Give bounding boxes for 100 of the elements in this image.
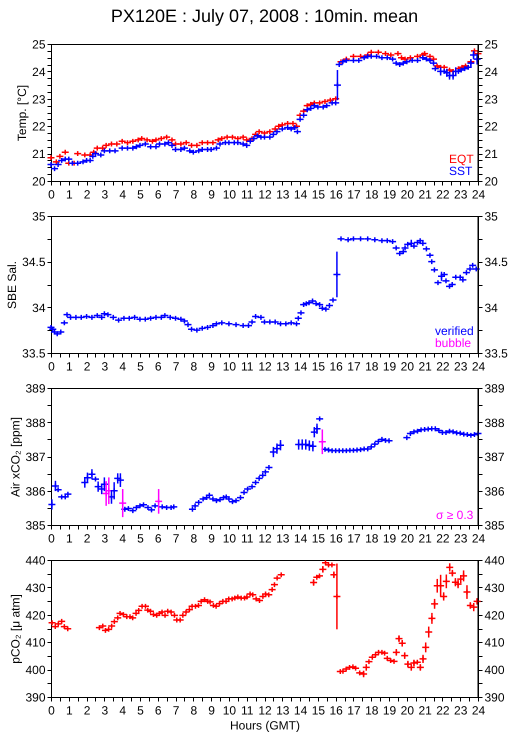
x-tick-label: 1 <box>66 360 73 374</box>
x-tick-label: 23 <box>454 360 468 374</box>
x-tick-label: 9 <box>208 532 216 546</box>
x-tick-label: 7 <box>172 360 180 374</box>
y-tick-label: 21 <box>32 147 46 162</box>
x-tick-label: 5 <box>137 704 144 718</box>
x-tick-label: 10 <box>222 188 236 202</box>
x-tick-label: 15 <box>312 360 326 374</box>
x-tick-label: 6 <box>154 360 162 374</box>
x-tick-label: 13 <box>276 532 290 546</box>
y-tick-label: 387 <box>25 450 46 464</box>
x-tick-label: 19 <box>382 704 397 718</box>
y2-tick-label: 388 <box>484 416 505 430</box>
x-axis-title: Hours (GMT) <box>230 718 300 732</box>
x-tick-label: 17 <box>347 360 361 374</box>
y-axis-title: SBE Sal. <box>5 260 20 310</box>
x-tick-label: 1 <box>66 188 73 202</box>
x-tick-label: 16 <box>329 532 344 546</box>
y2-tick-label: 420 <box>484 608 505 622</box>
y2-tick-label: 430 <box>484 580 505 595</box>
point <box>118 500 127 506</box>
x-tick-label: 22 <box>436 360 450 374</box>
x-tick-label: 2 <box>84 188 91 202</box>
x-tick-label: 9 <box>208 704 216 718</box>
y2-tick-label: 25 <box>484 38 498 52</box>
x-tick-label: 13 <box>276 704 290 718</box>
x-tick-label: 24 <box>472 532 486 546</box>
x-tick-label: 16 <box>329 188 344 202</box>
x-tick-label: 13 <box>276 360 290 374</box>
x-tick-label: 11 <box>240 532 254 546</box>
x-tick-label: 14 <box>294 704 308 718</box>
text: SST <box>449 164 474 178</box>
x-tick-label: 6 <box>154 188 162 202</box>
x-tick-label: 1 <box>66 704 73 718</box>
x-tick-label: 3 <box>102 360 109 374</box>
y-tick-label: 385 <box>25 518 46 532</box>
y-axis-title: Air xCO₂ [ppm] <box>8 416 22 498</box>
y2-tick-label: 390 <box>484 690 505 704</box>
x-tick-label: 2 <box>84 704 91 718</box>
x-tick-label: 21 <box>418 188 432 202</box>
y-tick-label: 386 <box>25 484 46 498</box>
y2-tick-label: 24 <box>484 64 498 79</box>
x-tick-label: 18 <box>365 188 379 202</box>
x-tick-label: 2 <box>84 532 91 546</box>
x-tick-label: 13 <box>276 188 290 202</box>
y2-tick-label: 385 <box>484 518 505 532</box>
x-tick-label: 15 <box>312 704 326 718</box>
x-tick-label: 6 <box>154 532 162 546</box>
y2-tick-label: 440 <box>484 554 505 568</box>
x-tick-label: 10 <box>222 360 236 374</box>
x-tick-label: 8 <box>190 532 198 546</box>
x-tick-label: 16 <box>329 360 344 374</box>
point <box>104 488 114 494</box>
point <box>318 438 327 445</box>
y2-tick-label: 34.5 <box>484 255 508 270</box>
x-tick-label: 11 <box>240 704 254 718</box>
y2-tick-label: 33.5 <box>484 346 508 360</box>
x-tick-label: 24 <box>472 704 486 718</box>
x-tick-label: 22 <box>436 188 450 202</box>
x-tick-label: 7 <box>172 188 180 202</box>
x-tick-label: 4 <box>119 704 126 718</box>
y-tick-label: 389 <box>25 382 46 396</box>
x-tick-label: 0 <box>48 704 56 718</box>
y-tick-label: 430 <box>25 580 46 595</box>
point <box>102 490 110 497</box>
y2-tick-label: 389 <box>484 382 505 396</box>
x-tick-label: 20 <box>400 532 414 546</box>
chart-title: PX120E : July 07, 2008 : 10min. mean <box>110 6 418 26</box>
legend-label: bubble <box>435 336 472 350</box>
x-tick-label: 11 <box>240 188 254 202</box>
x-tick-label: 22 <box>436 704 450 718</box>
y2-tick-label: 23 <box>484 92 498 106</box>
y-tick-label: 440 <box>25 554 46 568</box>
x-tick-label: 20 <box>400 704 414 718</box>
y2-tick-label: 410 <box>484 636 505 650</box>
y-tick-label: 33.5 <box>22 346 46 360</box>
y-tick-label: 22 <box>32 120 46 134</box>
x-tick-label: 1 <box>66 532 73 546</box>
x-tick-label: 19 <box>382 532 397 546</box>
x-tick-label: 15 <box>312 532 326 546</box>
x-tick-label: 12 <box>258 188 272 202</box>
x-tick-label: 20 <box>400 188 414 202</box>
x-tick-label: 5 <box>137 188 144 202</box>
x-tick-label: 3 <box>102 704 109 718</box>
y-tick-label: 410 <box>25 636 46 650</box>
x-tick-label: 7 <box>172 704 180 718</box>
y2-tick-label: 386 <box>484 484 505 498</box>
x-tick-label: 12 <box>258 532 272 546</box>
x-tick-label: 5 <box>137 532 144 546</box>
y2-tick-label: 35 <box>484 210 498 224</box>
y-tick-label: 34.5 <box>22 255 46 270</box>
y2-tick-label: 20 <box>484 174 498 188</box>
x-tick-label: 16 <box>329 704 344 718</box>
y-axis-title: Temp. [°C] <box>15 84 30 142</box>
x-tick-label: 23 <box>454 188 468 202</box>
x-tick-label: 17 <box>347 704 361 718</box>
y2-tick-label: 387 <box>484 450 505 464</box>
y2-tick-label: 21 <box>484 147 498 162</box>
x-tick-label: 22 <box>436 532 450 546</box>
x-tick-label: 5 <box>137 360 144 374</box>
